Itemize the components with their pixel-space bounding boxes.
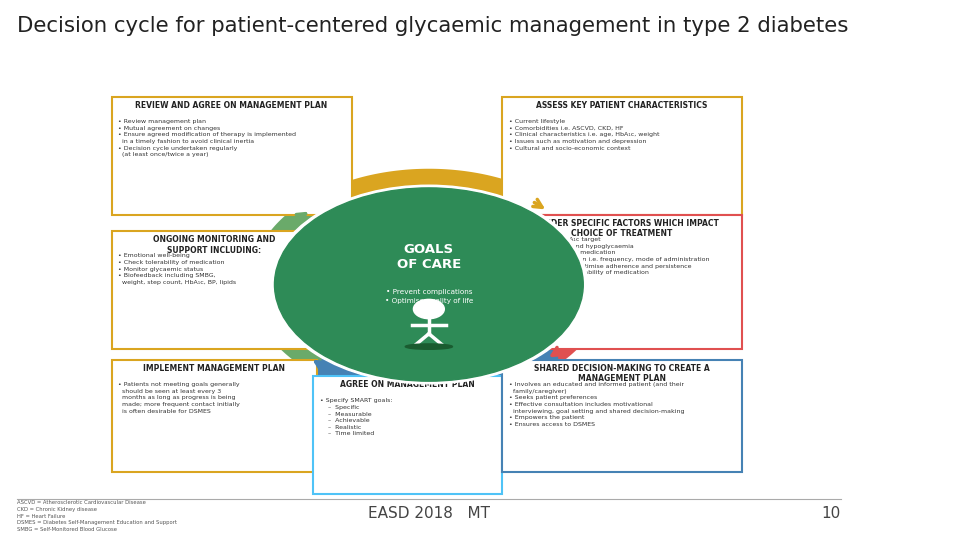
FancyBboxPatch shape	[502, 360, 742, 472]
Text: ASSESS KEY PATIENT CHARACTERISTICS: ASSESS KEY PATIENT CHARACTERISTICS	[537, 101, 708, 110]
Text: GOALS
OF CARE: GOALS OF CARE	[396, 244, 461, 272]
FancyBboxPatch shape	[111, 360, 318, 472]
FancyBboxPatch shape	[111, 231, 318, 349]
Text: • Individualised HbA₁c target
• Impact on weight and hypoglycaemia
• Side effect: • Individualised HbA₁c target • Impact o…	[509, 237, 709, 275]
FancyBboxPatch shape	[313, 376, 502, 494]
Text: • Current lifestyle
• Comorbidities i.e. ASCVD, CKD, HF
• Clinical characteristi: • Current lifestyle • Comorbidities i.e.…	[509, 119, 660, 151]
Ellipse shape	[405, 344, 452, 349]
Text: IMPLEMENT MANAGEMENT PLAN: IMPLEMENT MANAGEMENT PLAN	[143, 364, 285, 373]
Text: • Emotional well-being
• Check tolerability of medication
• Monitor glycaemic st: • Emotional well-being • Check tolerabil…	[118, 253, 236, 285]
Text: ASCVD = Atherosclerotic Cardiovascular Disease
CKD = Chronic Kidney disease
HF =: ASCVD = Atherosclerotic Cardiovascular D…	[17, 501, 178, 532]
Circle shape	[275, 188, 584, 381]
FancyBboxPatch shape	[502, 97, 742, 215]
Text: • Prevent complications
• Optimise quality of life: • Prevent complications • Optimise quali…	[385, 289, 473, 304]
Text: AGREE ON MANAGEMENT PLAN: AGREE ON MANAGEMENT PLAN	[340, 380, 475, 389]
Text: • Review management plan
• Mutual agreement on changes
• Ensure agreed modificat: • Review management plan • Mutual agreem…	[118, 119, 297, 157]
Text: CONSIDER SPECIFIC FACTORS WHICH IMPACT
CHOICE OF TREATMENT: CONSIDER SPECIFIC FACTORS WHICH IMPACT C…	[524, 219, 719, 239]
Text: EASD 2018   MT: EASD 2018 MT	[368, 506, 490, 521]
Text: ONGOING MONITORING AND
SUPPORT INCLUDING:: ONGOING MONITORING AND SUPPORT INCLUDING…	[154, 235, 276, 254]
Text: Decision cycle for patient-centered glycaemic management in type 2 diabetes: Decision cycle for patient-centered glyc…	[17, 16, 849, 36]
Text: • Involves an educated and informed patient (and their
  family/caregiver)
• See: • Involves an educated and informed pati…	[509, 382, 684, 427]
Text: SHARED DECISION-MAKING TO CREATE A
MANAGEMENT PLAN: SHARED DECISION-MAKING TO CREATE A MANAG…	[534, 364, 709, 383]
Text: REVIEW AND AGREE ON MANAGEMENT PLAN: REVIEW AND AGREE ON MANAGEMENT PLAN	[135, 101, 327, 110]
FancyBboxPatch shape	[502, 215, 742, 349]
Circle shape	[270, 185, 588, 384]
FancyBboxPatch shape	[111, 97, 351, 215]
Text: • Patients not meeting goals generally
  should be seen at least every 3
  month: • Patients not meeting goals generally s…	[118, 382, 240, 414]
Text: • Specify SMART goals:
    –  Specific
    –  Measurable
    –  Achievable
    –: • Specify SMART goals: – Specific – Meas…	[320, 399, 393, 436]
Text: 10: 10	[822, 506, 841, 521]
Circle shape	[414, 299, 444, 319]
